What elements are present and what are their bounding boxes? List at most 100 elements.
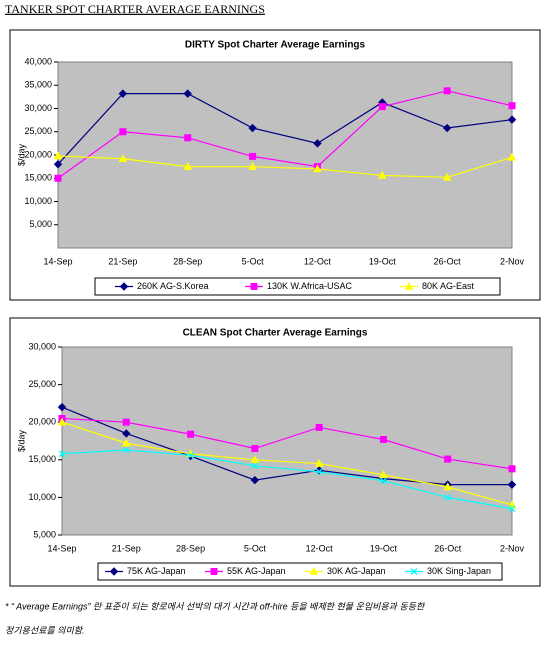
x-tick-label: 21-Sep [112, 543, 141, 553]
y-tick-label: 30,000 [28, 341, 56, 351]
x-tick-label: 26-Oct [434, 543, 462, 553]
marker [442, 172, 452, 181]
series-line [61, 417, 513, 470]
y-tick-label: 25,000 [24, 126, 52, 136]
marker [187, 451, 195, 459]
marker [507, 480, 517, 489]
y-tick-label: 5,000 [29, 219, 52, 229]
marker-stroke [410, 568, 418, 575]
marker [250, 455, 260, 464]
series-line [57, 90, 513, 179]
marker [122, 418, 130, 426]
marker [121, 438, 131, 447]
marker [410, 568, 418, 575]
y-tick-label: 10,000 [28, 492, 56, 502]
marker [118, 89, 128, 98]
x-tick-label: 5-Oct [244, 543, 267, 553]
x-tick-label: 5-Oct [242, 256, 265, 266]
y-tick-label: 15,000 [24, 173, 52, 183]
x-tick-label: 28-Sep [173, 256, 202, 266]
marker [53, 151, 63, 160]
marker [53, 160, 63, 169]
legend-label: 130K W.Africa-USAC [267, 281, 353, 291]
y-tick-label: 15,000 [28, 454, 56, 464]
marker-stroke [315, 468, 323, 476]
marker [313, 139, 322, 148]
x-tick-label: 2-Nov [500, 543, 525, 553]
marker [183, 89, 192, 98]
marker [444, 455, 452, 463]
legend-label: 80K AG-East [422, 281, 475, 291]
x-tick-label: 14-Sep [43, 256, 72, 266]
marker [122, 429, 131, 438]
marker [251, 445, 259, 453]
y-tick-label: 30,000 [24, 103, 52, 113]
marker [377, 170, 387, 179]
page-title: TANKER SPOT CHARTER AVERAGE EARNINGS [5, 2, 265, 16]
marker-stroke [58, 450, 66, 458]
legend-box [94, 277, 501, 296]
marker [507, 115, 517, 124]
marker [109, 567, 119, 576]
marker-stroke [508, 505, 516, 513]
marker [379, 470, 388, 479]
marker-stroke [379, 477, 387, 485]
marker [184, 134, 192, 142]
x-tick-label: 12-Oct [304, 256, 332, 266]
marker [508, 505, 516, 513]
series-line [61, 449, 513, 510]
marker [248, 123, 257, 133]
marker [309, 566, 319, 575]
marker [314, 459, 324, 467]
marker [58, 450, 66, 458]
marker [248, 162, 257, 170]
marker [379, 435, 387, 443]
x-tick-label: 12-Oct [306, 543, 334, 553]
footnote: 정기용선료를 의미함. [5, 625, 85, 635]
marker [507, 152, 517, 161]
legend-label: 55K AG-Japan [227, 566, 286, 576]
legend-label: 260K AG-S.Korea [137, 281, 209, 291]
series-line [57, 155, 513, 178]
x-tick-label: 19-Oct [370, 543, 398, 553]
marker [442, 123, 452, 133]
marker [315, 468, 323, 476]
marker [118, 154, 128, 163]
x-tick-label: 21-Sep [108, 256, 137, 266]
footnote: * “ Average Earnings” 란 표준이 되는 항로에서 선박의 … [5, 601, 426, 611]
marker [119, 128, 127, 136]
legend-label: 75K AG-Japan [127, 566, 186, 576]
y-tick-label: 25,000 [28, 379, 56, 389]
marker [57, 417, 67, 426]
legend-box [97, 562, 503, 581]
legend-label: 30K AG-Japan [327, 566, 386, 576]
marker-stroke [122, 446, 130, 454]
marker [54, 174, 62, 182]
y-tick-label: 5,000 [33, 529, 56, 539]
y-axis-label: $/day [16, 429, 26, 452]
marker [443, 482, 453, 491]
series-line [61, 406, 512, 486]
x-tick-label: 26-Oct [434, 256, 462, 266]
marker [313, 164, 322, 173]
marker [122, 446, 130, 454]
marker [508, 465, 516, 473]
marker [251, 462, 259, 470]
chart-title: DIRTY Spot Charter Average Earnings [185, 40, 366, 51]
marker-stroke [444, 493, 452, 501]
legend-label: 30K Sing-Japan [427, 566, 491, 576]
y-tick-label: 10,000 [24, 196, 52, 206]
series-line [57, 93, 513, 165]
x-tick-label: 28-Sep [176, 543, 205, 553]
marker [443, 87, 451, 95]
y-tick-label: 35,000 [24, 80, 52, 90]
marker [250, 283, 258, 290]
y-tick-label: 40,000 [24, 56, 52, 66]
marker [378, 103, 386, 111]
marker [508, 102, 516, 110]
y-tick-label: 20,000 [28, 417, 56, 427]
plot-area [61, 346, 513, 536]
marker [404, 281, 414, 290]
